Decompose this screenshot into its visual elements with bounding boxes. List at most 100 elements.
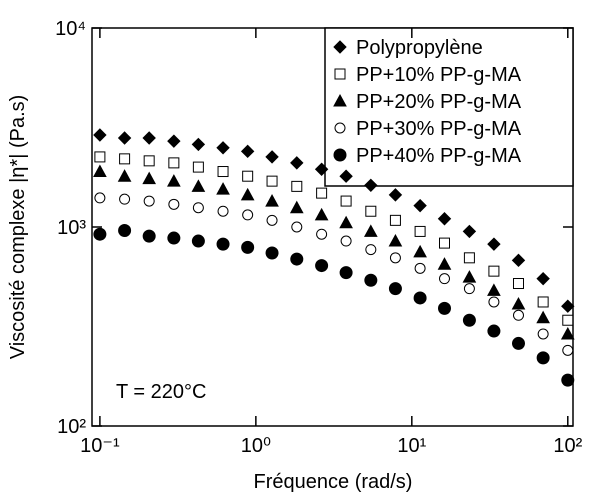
data-point	[365, 205, 377, 217]
data-point	[168, 198, 180, 210]
data-point	[168, 157, 180, 169]
data-point	[339, 169, 353, 183]
data-point	[216, 182, 230, 195]
data-point	[536, 310, 550, 324]
data-point	[511, 336, 525, 350]
data-point	[339, 215, 353, 229]
data-point	[289, 200, 304, 214]
legend-marker	[333, 40, 347, 54]
data-point	[388, 188, 403, 202]
data-point	[437, 212, 452, 226]
data-point	[561, 373, 575, 387]
data-point	[314, 207, 329, 221]
data-point	[240, 187, 255, 201]
data-point	[217, 205, 229, 217]
data-point	[413, 291, 427, 305]
data-point	[562, 314, 574, 326]
data-point	[414, 262, 426, 274]
data-point	[265, 246, 279, 260]
data-point	[93, 128, 107, 142]
data-point	[142, 131, 156, 145]
legend-label: Polypropylène	[356, 37, 483, 59]
data-point	[290, 156, 304, 170]
data-point	[365, 244, 377, 256]
data-point	[93, 164, 107, 178]
data-point	[511, 297, 526, 310]
y-tick-label: 10⁴	[55, 18, 86, 40]
data-point	[191, 234, 205, 248]
data-point	[117, 169, 132, 182]
x-tick-label: 10¹	[397, 435, 426, 457]
data-point	[143, 155, 155, 167]
data-point	[413, 198, 427, 213]
legend-marker	[334, 122, 346, 134]
data-point	[191, 179, 206, 192]
data-point	[291, 180, 303, 192]
data-point	[389, 214, 401, 226]
data-point	[536, 271, 550, 286]
data-point	[315, 259, 329, 273]
data-point	[537, 328, 549, 340]
data-point	[488, 265, 500, 277]
data-point	[266, 175, 278, 187]
data-point	[291, 221, 303, 233]
data-point	[388, 234, 403, 247]
data-point	[462, 270, 477, 283]
data-point	[536, 351, 550, 365]
data-point	[167, 174, 181, 187]
data-point	[561, 299, 575, 313]
data-point	[192, 161, 204, 173]
data-point	[463, 283, 475, 295]
data-point	[487, 283, 501, 296]
legend-marker	[333, 148, 347, 162]
data-point	[438, 237, 450, 249]
data-point	[437, 257, 452, 270]
data-point	[242, 170, 254, 182]
data-point	[463, 252, 475, 264]
data-point	[316, 228, 328, 240]
legend-label: PP+10% PP-g-MA	[356, 64, 522, 86]
y-tick-label: 10³	[57, 217, 86, 239]
data-point	[167, 231, 181, 245]
y-axis-label: Viscosité complexe |η*| (Pa.s)	[7, 95, 29, 360]
data-point	[560, 326, 575, 340]
data-point	[93, 227, 107, 241]
data-point	[562, 344, 574, 356]
data-point	[240, 144, 255, 159]
data-point	[316, 187, 328, 199]
data-point	[142, 229, 156, 243]
data-point	[438, 273, 450, 285]
data-point	[192, 202, 204, 214]
data-point	[363, 224, 378, 237]
x-tick-label: 10⁻¹	[80, 435, 120, 457]
data-point	[340, 195, 352, 207]
data-point	[117, 131, 132, 145]
legend-label: PP+40% PP-g-MA	[356, 145, 522, 167]
data-point	[216, 237, 230, 251]
y-tick-label: 10²	[57, 416, 86, 438]
x-tick-label: 10²	[553, 435, 582, 457]
data-point	[94, 192, 106, 204]
data-point	[537, 296, 549, 308]
legend-label: PP+20% PP-g-MA	[356, 91, 522, 113]
data-point	[216, 141, 230, 155]
data-point	[241, 240, 255, 254]
data-point	[487, 324, 501, 338]
data-point	[340, 235, 352, 247]
data-point	[314, 162, 329, 176]
data-point	[266, 214, 278, 226]
data-point	[488, 296, 500, 308]
data-point	[364, 273, 378, 287]
data-point	[167, 134, 181, 148]
data-point	[119, 193, 131, 205]
data-point	[462, 313, 476, 327]
data-point	[389, 252, 401, 264]
data-point	[512, 278, 524, 290]
data-point	[143, 195, 155, 207]
data-point	[339, 266, 353, 280]
data-point	[290, 252, 304, 266]
data-point	[462, 224, 477, 239]
data-point	[119, 153, 131, 165]
